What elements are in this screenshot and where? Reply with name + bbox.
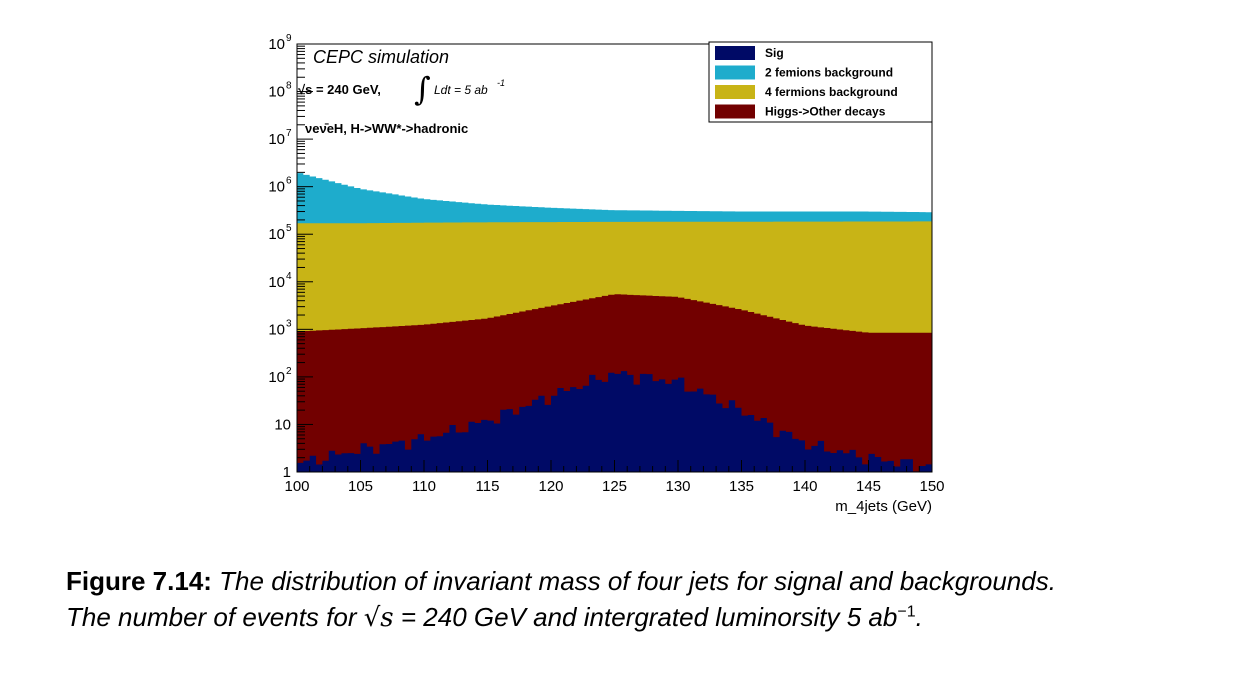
legend-swatch <box>715 65 755 80</box>
annotations: CEPC simulation √s = 240 GeV, ∫ Ldt = 5 … <box>298 47 505 136</box>
legend-label: Sig <box>765 46 784 60</box>
y-tick-label: 10 <box>268 36 285 53</box>
caption-lumi-exp: −1 <box>897 603 916 621</box>
caption-line2-a: The number of events for <box>66 602 357 632</box>
legend-swatch <box>715 104 755 119</box>
legend-label: 2 femions background <box>765 66 893 80</box>
x-tick-label: 150 <box>919 478 944 495</box>
caption-sqrt-s: √s <box>363 603 394 633</box>
x-tick-label: 110 <box>412 478 436 495</box>
caption-line1: The distribution of invariant mass of fo… <box>219 566 1056 596</box>
y-tick-exponent: 7 <box>286 128 292 139</box>
y-tick-label: 10 <box>268 131 285 148</box>
y-tick-exponent: 5 <box>286 223 292 234</box>
x-tick-label: 105 <box>348 478 373 495</box>
y-tick-exponent: 4 <box>286 271 292 282</box>
y-tick-label: 10 <box>268 226 285 243</box>
legend-label: 4 fermions background <box>765 85 898 99</box>
y-tick-label: 10 <box>268 369 285 386</box>
y-tick-label: 1 <box>283 464 291 481</box>
y-tick-exponent: 8 <box>286 81 292 92</box>
y-tick-exponent: 9 <box>286 33 292 44</box>
caption-line2-b: = 240 GeV and intergrated luminorsity 5 … <box>400 602 898 632</box>
y-tick-label: 10 <box>268 84 285 101</box>
y-tick-exponent: 2 <box>286 366 292 377</box>
annotation-energy: √s = 240 GeV, <box>298 82 381 97</box>
caption-line2-end: . <box>915 602 923 632</box>
annotation-lumi: Ldt = 5 ab <box>434 83 488 97</box>
axis-ticks <box>296 43 933 473</box>
x-tick-label: 145 <box>856 478 881 495</box>
area-sig <box>297 371 932 472</box>
x-tick-label: 115 <box>476 478 500 495</box>
annotation-title: CEPC simulation <box>313 47 449 67</box>
caption-label: Figure 7.14: <box>66 566 212 596</box>
x-tick-label: 140 <box>792 478 817 495</box>
annotation-lumi-exp: -1 <box>497 78 505 88</box>
x-tick-label: 130 <box>665 478 690 495</box>
x-tick-labels: 100 105 110 115 120 125 130 135 140 145 150 <box>284 478 944 495</box>
y-tick-label: 10 <box>268 274 285 291</box>
legend-label: Higgs->Other decays <box>765 105 886 119</box>
y-tick-label: 10 <box>268 179 285 196</box>
y-tick-exponent: 6 <box>286 176 292 187</box>
y-tick-exponent: 3 <box>286 318 292 329</box>
legend: Sig 2 femions background 4 fermions backgr… <box>708 41 933 123</box>
x-axis-label: m_4jets (GeV) <box>835 498 932 515</box>
y-tick-label: 10 <box>274 416 291 433</box>
x-tick-label: 125 <box>602 478 627 495</box>
legend-swatch <box>715 85 755 99</box>
x-tick-label: 100 <box>284 478 309 495</box>
y-tick-label: 10 <box>268 321 285 338</box>
figure-caption: Figure 7.14: The distribution of invaria… <box>66 563 1216 636</box>
x-tick-label: 135 <box>729 478 754 495</box>
legend-swatch <box>715 46 755 60</box>
stacked-areas <box>297 173 932 472</box>
x-tick-label: 120 <box>538 478 563 495</box>
integral-symbol: ∫ <box>414 70 431 108</box>
annotation-process: νeν̄eH, H->WW*->hadronic <box>305 121 468 136</box>
